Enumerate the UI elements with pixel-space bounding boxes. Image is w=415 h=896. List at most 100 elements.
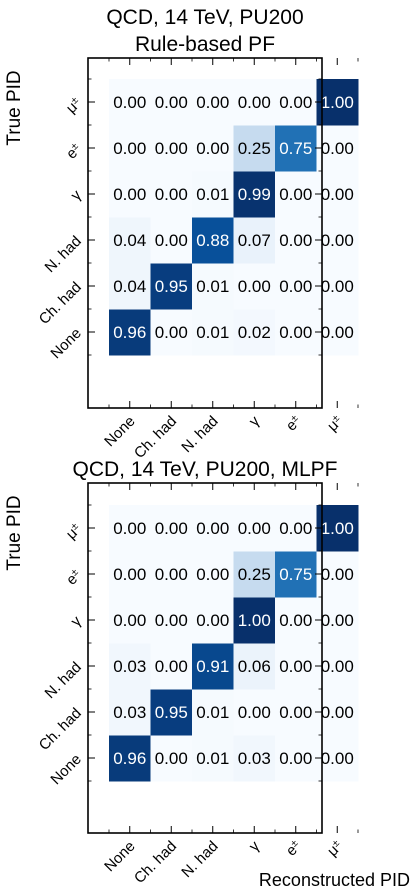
heatmap-cell (316, 643, 359, 690)
x-tick-label: Ch. had (131, 838, 180, 887)
cell-value-label: 0.01 (196, 749, 229, 768)
x-tick-label: N. had (178, 413, 221, 456)
cell-value-label: 0.04 (113, 277, 146, 296)
heatmap-cell (192, 643, 234, 690)
cell-value-label: 0.00 (321, 139, 354, 158)
x-tick-label: μ± (324, 412, 347, 435)
heatmap-cell (192, 735, 234, 782)
cell-value-label: 0.95 (155, 703, 188, 722)
heatmap-cell (275, 79, 317, 126)
cell-value-label: 0.00 (155, 657, 188, 676)
cell-value-label: 0.00 (113, 185, 146, 204)
cell-value-label: 0.00 (113, 139, 146, 158)
cell-value-label: 0.00 (321, 185, 354, 204)
heatmap-cell (233, 309, 276, 356)
cell-value-label: 0.00 (279, 519, 312, 538)
heatmap-cell (109, 217, 151, 264)
cell-value-label: 0.25 (238, 139, 271, 158)
heatmap-cell (316, 217, 359, 264)
cell-value-label: 0.91 (196, 657, 229, 676)
heatmap-cell (275, 597, 317, 644)
heatmap-cell (233, 263, 276, 310)
cell-value-label: 0.01 (196, 185, 229, 204)
heatmap-cell (192, 309, 234, 356)
heatmap-cell (316, 79, 359, 126)
y-tick-label: e± (63, 140, 86, 163)
heatmap-cell (316, 171, 359, 218)
y-axis-label: True PID (4, 70, 25, 145)
heatmap-cell (233, 735, 276, 782)
y-tick-label: N. had (42, 659, 85, 702)
heatmap-cell (109, 171, 151, 218)
heatmap-cell (150, 79, 193, 126)
heatmap-cell (275, 505, 317, 552)
cell-value-label: 0.00 (279, 611, 312, 630)
heatmap-cell (316, 689, 359, 736)
cell-value-label: 0.00 (155, 231, 188, 250)
heatmap-cell (316, 597, 359, 644)
heatmap-cell (275, 125, 317, 172)
cell-value-label: 0.00 (155, 139, 188, 158)
cell-value-label: 1.00 (321, 519, 354, 538)
cell-value-label: 1.00 (238, 611, 271, 630)
heatmap-cell (150, 689, 193, 736)
cell-value-label: 0.03 (113, 657, 146, 676)
heatmap-cell (109, 125, 151, 172)
heatmap-cell (316, 309, 359, 356)
heatmap-cell (233, 551, 276, 598)
cell-value-label: 0.88 (196, 231, 229, 250)
heatmap-cell (109, 735, 151, 782)
heatmap-cell (109, 79, 151, 126)
heatmap-cell (192, 263, 234, 310)
cell-value-label: 0.00 (321, 703, 354, 722)
heatmap-cell (275, 643, 317, 690)
cell-value-label: 0.02 (238, 323, 271, 342)
x-tick-label: Ch. had (131, 413, 180, 462)
heatmap-cell (150, 309, 193, 356)
heatmap-cell (233, 79, 276, 126)
cell-value-label: 0.00 (155, 93, 188, 112)
y-axis-label: True PID (4, 495, 25, 570)
cell-value-label: 0.96 (113, 323, 146, 342)
heatmap-cell (316, 551, 359, 598)
heatmap-cell (233, 505, 276, 552)
cell-value-label: 0.03 (238, 749, 271, 768)
y-tick-label: Ch. had (36, 279, 85, 328)
heatmap-panel-2: 0.96 0.00 0.01 0.03 0.00 0.00 0.03 0.95 0.01 0.00… (4, 458, 410, 890)
chart-subtitle: Rule-based PF (135, 33, 275, 56)
cell-value-label: 0.04 (113, 231, 146, 250)
cell-value-label: 0.00 (238, 277, 271, 296)
cell-value-label: 0.00 (321, 277, 354, 296)
heatmap-cell (109, 309, 151, 356)
plot-frame (87, 482, 323, 834)
y-tick-label: γ (68, 612, 86, 630)
chart-title: QCD, 14 TeV, PU200 (106, 6, 303, 29)
y-tick-label: N. had (42, 233, 85, 276)
heatmap-cell (150, 505, 193, 552)
heatmap-cell (275, 689, 317, 736)
heatmap-cell (233, 643, 276, 690)
heatmap-cell (233, 597, 276, 644)
plot-frame (87, 57, 323, 409)
heatmap-cell (192, 505, 234, 552)
heatmap-cell (275, 735, 317, 782)
heatmap-cell (150, 551, 193, 598)
cell-value-label: 0.99 (238, 185, 271, 204)
heatmap-cell (109, 597, 151, 644)
cell-value-label: 0.00 (196, 519, 229, 538)
cell-value-label: 0.00 (155, 565, 188, 584)
cell-value-label: 0.00 (238, 93, 271, 112)
heatmap-cell (109, 689, 151, 736)
cell-value-label: 0.00 (196, 565, 229, 584)
y-tick-label: None (47, 751, 84, 788)
x-tick-label: γ (246, 412, 264, 430)
heatmap-cell (192, 551, 234, 598)
heatmap-cell (192, 125, 234, 172)
cell-value-label: 0.75 (279, 565, 312, 584)
heatmap-cell (275, 171, 317, 218)
chart-title: QCD, 14 TeV, PU200, MLPF (73, 458, 338, 481)
cell-value-label: 0.00 (155, 749, 188, 768)
heatmap-cell (275, 217, 317, 264)
heatmap-cell (109, 263, 151, 310)
heatmap-cell (233, 689, 276, 736)
